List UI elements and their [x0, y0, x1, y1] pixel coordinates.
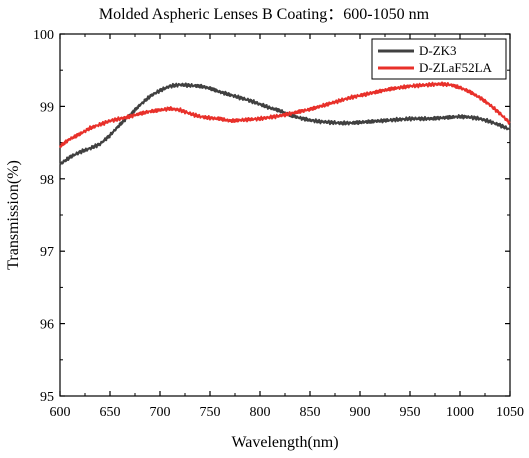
- series-line-d-zlaf52la: [59, 81, 511, 148]
- x-tick-label-1050: 1050: [496, 405, 524, 420]
- y-tick-label-100: 100: [33, 28, 54, 43]
- x-axis: 600 650 700 750 800 850 900 950 1000 1050: [50, 34, 524, 420]
- x-tick-label-900: 900: [350, 405, 371, 420]
- y-tick-label-95: 95: [40, 390, 54, 405]
- legend-label-d-zk3: D-ZK3: [419, 43, 457, 58]
- x-tick-label-650: 650: [100, 405, 121, 420]
- y-axis-label: Transmission(%): [5, 160, 22, 270]
- x-tick-label-800: 800: [250, 405, 271, 420]
- legend: D-ZK3 D-ZLaF52LA: [371, 38, 507, 80]
- legend-label-d-zlaf52la: D-ZLaF52LA: [419, 60, 493, 75]
- series-line-d-zk3: [59, 82, 511, 166]
- x-tick-label-950: 950: [400, 405, 421, 420]
- y-tick-label-98: 98: [40, 173, 54, 188]
- x-tick-label-850: 850: [300, 405, 321, 420]
- legend-box: [371, 38, 507, 80]
- plot-frame: [59, 33, 511, 397]
- x-tick-label-1000: 1000: [446, 405, 474, 420]
- x-tick-label-750: 750: [200, 405, 221, 420]
- y-tick-label-99: 99: [40, 100, 54, 115]
- y-tick-label-96: 96: [40, 318, 54, 333]
- chart-title: Molded Aspheric Lenses B Coating：600-105…: [99, 6, 430, 23]
- x-tick-label-600: 600: [50, 405, 71, 420]
- y-tick-label-97: 97: [40, 245, 54, 260]
- x-axis-label: Wavelength(nm): [231, 434, 338, 451]
- x-tick-label-700: 700: [150, 405, 171, 420]
- plot-area: [59, 81, 511, 166]
- y-axis: 95 96 97 98 99 100: [33, 28, 510, 405]
